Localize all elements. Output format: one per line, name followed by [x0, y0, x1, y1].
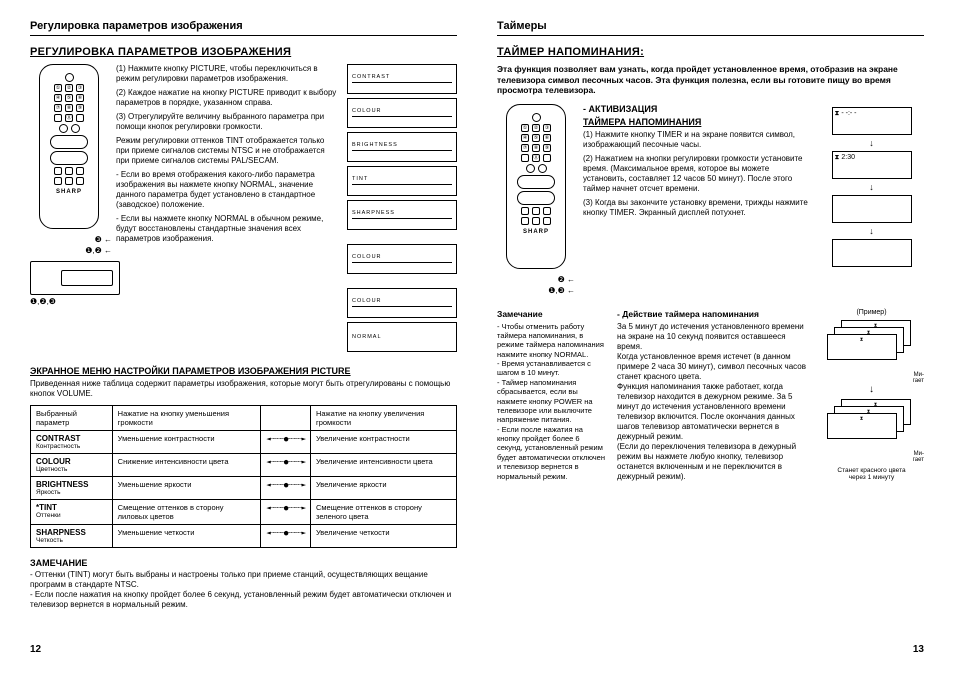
- example-boxes-top: ⧗ - -:- - ↓ ⧗ 2:30 ↓ ↓: [819, 104, 924, 295]
- instr-6: - Если вы нажмете кнопку NORMAL в обычно…: [116, 214, 339, 244]
- ex-box-2: ⧗ 2:30: [832, 151, 912, 179]
- instruction-text: (1) Нажмите кнопку PICTURE, чтобы перекл…: [116, 64, 339, 352]
- table-row: *TINTОттенкиСмещение оттенков в сторону …: [31, 500, 457, 525]
- example-boxes-bottom: (Пример) ⧗ ⧗ ⧗ Ми- гает ↓ ⧗ ⧗ ⧗ Ми- гает…: [819, 309, 924, 482]
- table-row: COLOURЦветностьСнижение интенсивности цв…: [31, 454, 457, 477]
- col-arrow: [261, 406, 311, 431]
- timer-act-block: ①②③ ④⑤⑥ ⑦⑧⑨ ⓪ SHARP ❷ ← ❶,❸ ← - АКТИВИЗА…: [497, 104, 924, 295]
- callout-3: ❸ ←: [30, 235, 112, 244]
- page-number-13: 13: [497, 636, 924, 655]
- table-row: BRIGHTNESSЯркостьУменьшение яркости◄┄┄┄┄…: [31, 477, 457, 500]
- example-stack-2: ⧗ ⧗ ⧗: [827, 399, 917, 447]
- ex-box-4: [832, 239, 912, 267]
- remote-brand: SHARP: [44, 189, 94, 196]
- act-1: (1) Нажмите кнопку TIMER и на экране поя…: [583, 130, 811, 150]
- col-inc: Нажатие на кнопку увеличения громкости: [310, 406, 456, 431]
- action-body: За 5 минут до истечения установленного в…: [617, 322, 809, 482]
- example-stack-1: ⧗ ⧗ ⧗: [827, 320, 917, 368]
- osd-contrast: CONTRAST: [347, 64, 457, 94]
- section2-intro: Приведенная ниже таблица содержит параме…: [30, 379, 457, 399]
- activation-text: - АКТИВИЗАЦИЯ ТАЙМЕРА НАПОМИНАНИЯ (1) На…: [583, 104, 811, 295]
- tv-illustration: [30, 261, 120, 295]
- lower-columns: Замечание - Чтобы отменить работу таймер…: [497, 309, 924, 482]
- page-13: Таймеры ТАЙМЕР НАПОМИНАНИЯ: Эта функция …: [497, 20, 924, 655]
- osd-tint: TINT: [347, 166, 457, 196]
- note-body-left: - Оттенки (TINT) могут быть выбраны и на…: [30, 570, 457, 610]
- instr-1: (1) Нажмите кнопку PICTURE, чтобы перекл…: [116, 64, 339, 84]
- instr-2: (2) Каждое нажатие на кнопку PICTURE при…: [116, 88, 339, 108]
- remote-column: ①②③ ④⑤⑥ ⑦⑧⑨ ⓪ SHARP ❸ ← ❶,❷ ← ❶,❷,❸: [30, 64, 108, 352]
- params-table: Выбранный параметр Нажатие на кнопку уме…: [30, 405, 457, 548]
- ex-box-3: [832, 195, 912, 223]
- sub-act2: ТАЙМЕРА НАПОМИНАНИЯ: [583, 117, 811, 128]
- remote-brand-r: SHARP: [511, 229, 561, 236]
- act-3: (3) Когда вы закончите установку времени…: [583, 198, 811, 218]
- osd-brightness: BRIGHTNESS: [347, 132, 457, 162]
- action-col: - Действие таймера напоминания За 5 мину…: [617, 309, 809, 482]
- osd-colour3: COLOUR: [347, 288, 457, 318]
- note-title-right: Замечание: [497, 309, 607, 320]
- page-header-left: Регулировка параметров изображения: [30, 20, 457, 36]
- osd-sharpness: SHARPNESS: [347, 200, 457, 230]
- col-dec: Нажатие на кнопку уменьшения громкости: [112, 406, 261, 431]
- osd-normal: NORMAL: [347, 322, 457, 352]
- ex-label: (Пример): [819, 309, 924, 316]
- note-title-left: ЗАМЕЧАНИЕ: [30, 558, 457, 568]
- callout-r13: ❶,❸ ←: [497, 286, 575, 295]
- callout-123: ❶,❷,❸: [30, 297, 108, 306]
- osd-column: CONTRAST COLOUR BRIGHTNESS TINT SHARPNES…: [347, 64, 457, 352]
- page-number-12: 12: [30, 636, 457, 655]
- table-row: SHARPNESSЧеткостьУменьшение четкости◄┄┄┄…: [31, 525, 457, 548]
- instr-4: Режим регулировки оттенков TINT отобража…: [116, 136, 339, 166]
- ex-blink-2: Ми- гает: [819, 451, 924, 463]
- instr-3: (3) Отрегулируйте величину выбранного па…: [116, 112, 339, 132]
- callout-12: ❶,❷ ←: [30, 246, 112, 255]
- note-body-right: - Чтобы отменить работу таймера напомина…: [497, 322, 607, 481]
- ex-box-1: ⧗ - -:- -: [832, 107, 912, 135]
- page-header-right: Таймеры: [497, 20, 924, 36]
- act-2: (2) Нажатием на кнопки регулировки громк…: [583, 154, 811, 194]
- remote-column-r: ①②③ ④⑤⑥ ⑦⑧⑨ ⓪ SHARP ❷ ← ❶,❸ ←: [497, 104, 575, 295]
- callout-r2: ❷ ←: [497, 275, 575, 284]
- note-col-right: Замечание - Чтобы отменить работу таймер…: [497, 309, 607, 482]
- remote-illustration-r: ①②③ ④⑤⑥ ⑦⑧⑨ ⓪ SHARP: [506, 104, 566, 269]
- timer-intro: Эта функция позволяет вам узнать, когда …: [497, 64, 924, 96]
- page-12: Регулировка параметров изображения РЕГУЛ…: [30, 20, 457, 655]
- section-title-pic: РЕГУЛИРОВКА ПАРАМЕТРОВ ИЗОБРАЖЕНИЯ: [30, 46, 457, 58]
- action-title: - Действие таймера напоминания: [617, 309, 809, 320]
- ex-red-note: Станет красного цвета через 1 минуту: [819, 467, 924, 481]
- table-header-row: Выбранный параметр Нажатие на кнопку уме…: [31, 406, 457, 431]
- pic-adjust-block: ①②③ ④⑤⑥ ⑦⑧⑨ ⓪ SHARP ❸ ← ❶,❷ ← ❶,❷,❸ (1) …: [30, 64, 457, 352]
- section-title-timer: ТАЙМЕР НАПОМИНАНИЯ:: [497, 46, 924, 58]
- remote-illustration: ①②③ ④⑤⑥ ⑦⑧⑨ ⓪ SHARP: [39, 64, 99, 229]
- col-param: Выбранный параметр: [31, 406, 113, 431]
- osd-colour2: COLOUR: [347, 244, 457, 274]
- osd-colour: COLOUR: [347, 98, 457, 128]
- ex-blink-1: Ми- гает: [819, 372, 924, 384]
- instr-5: - Если во время отображения какого-либо …: [116, 170, 339, 210]
- sub-act1: - АКТИВИЗАЦИЯ: [583, 104, 811, 115]
- table-row: CONTRASTКонтрастностьУменьшение контраст…: [31, 431, 457, 454]
- section2-title: ЭКРАННОЕ МЕНЮ НАСТРОЙКИ ПАРАМЕТРОВ ИЗОБР…: [30, 366, 457, 376]
